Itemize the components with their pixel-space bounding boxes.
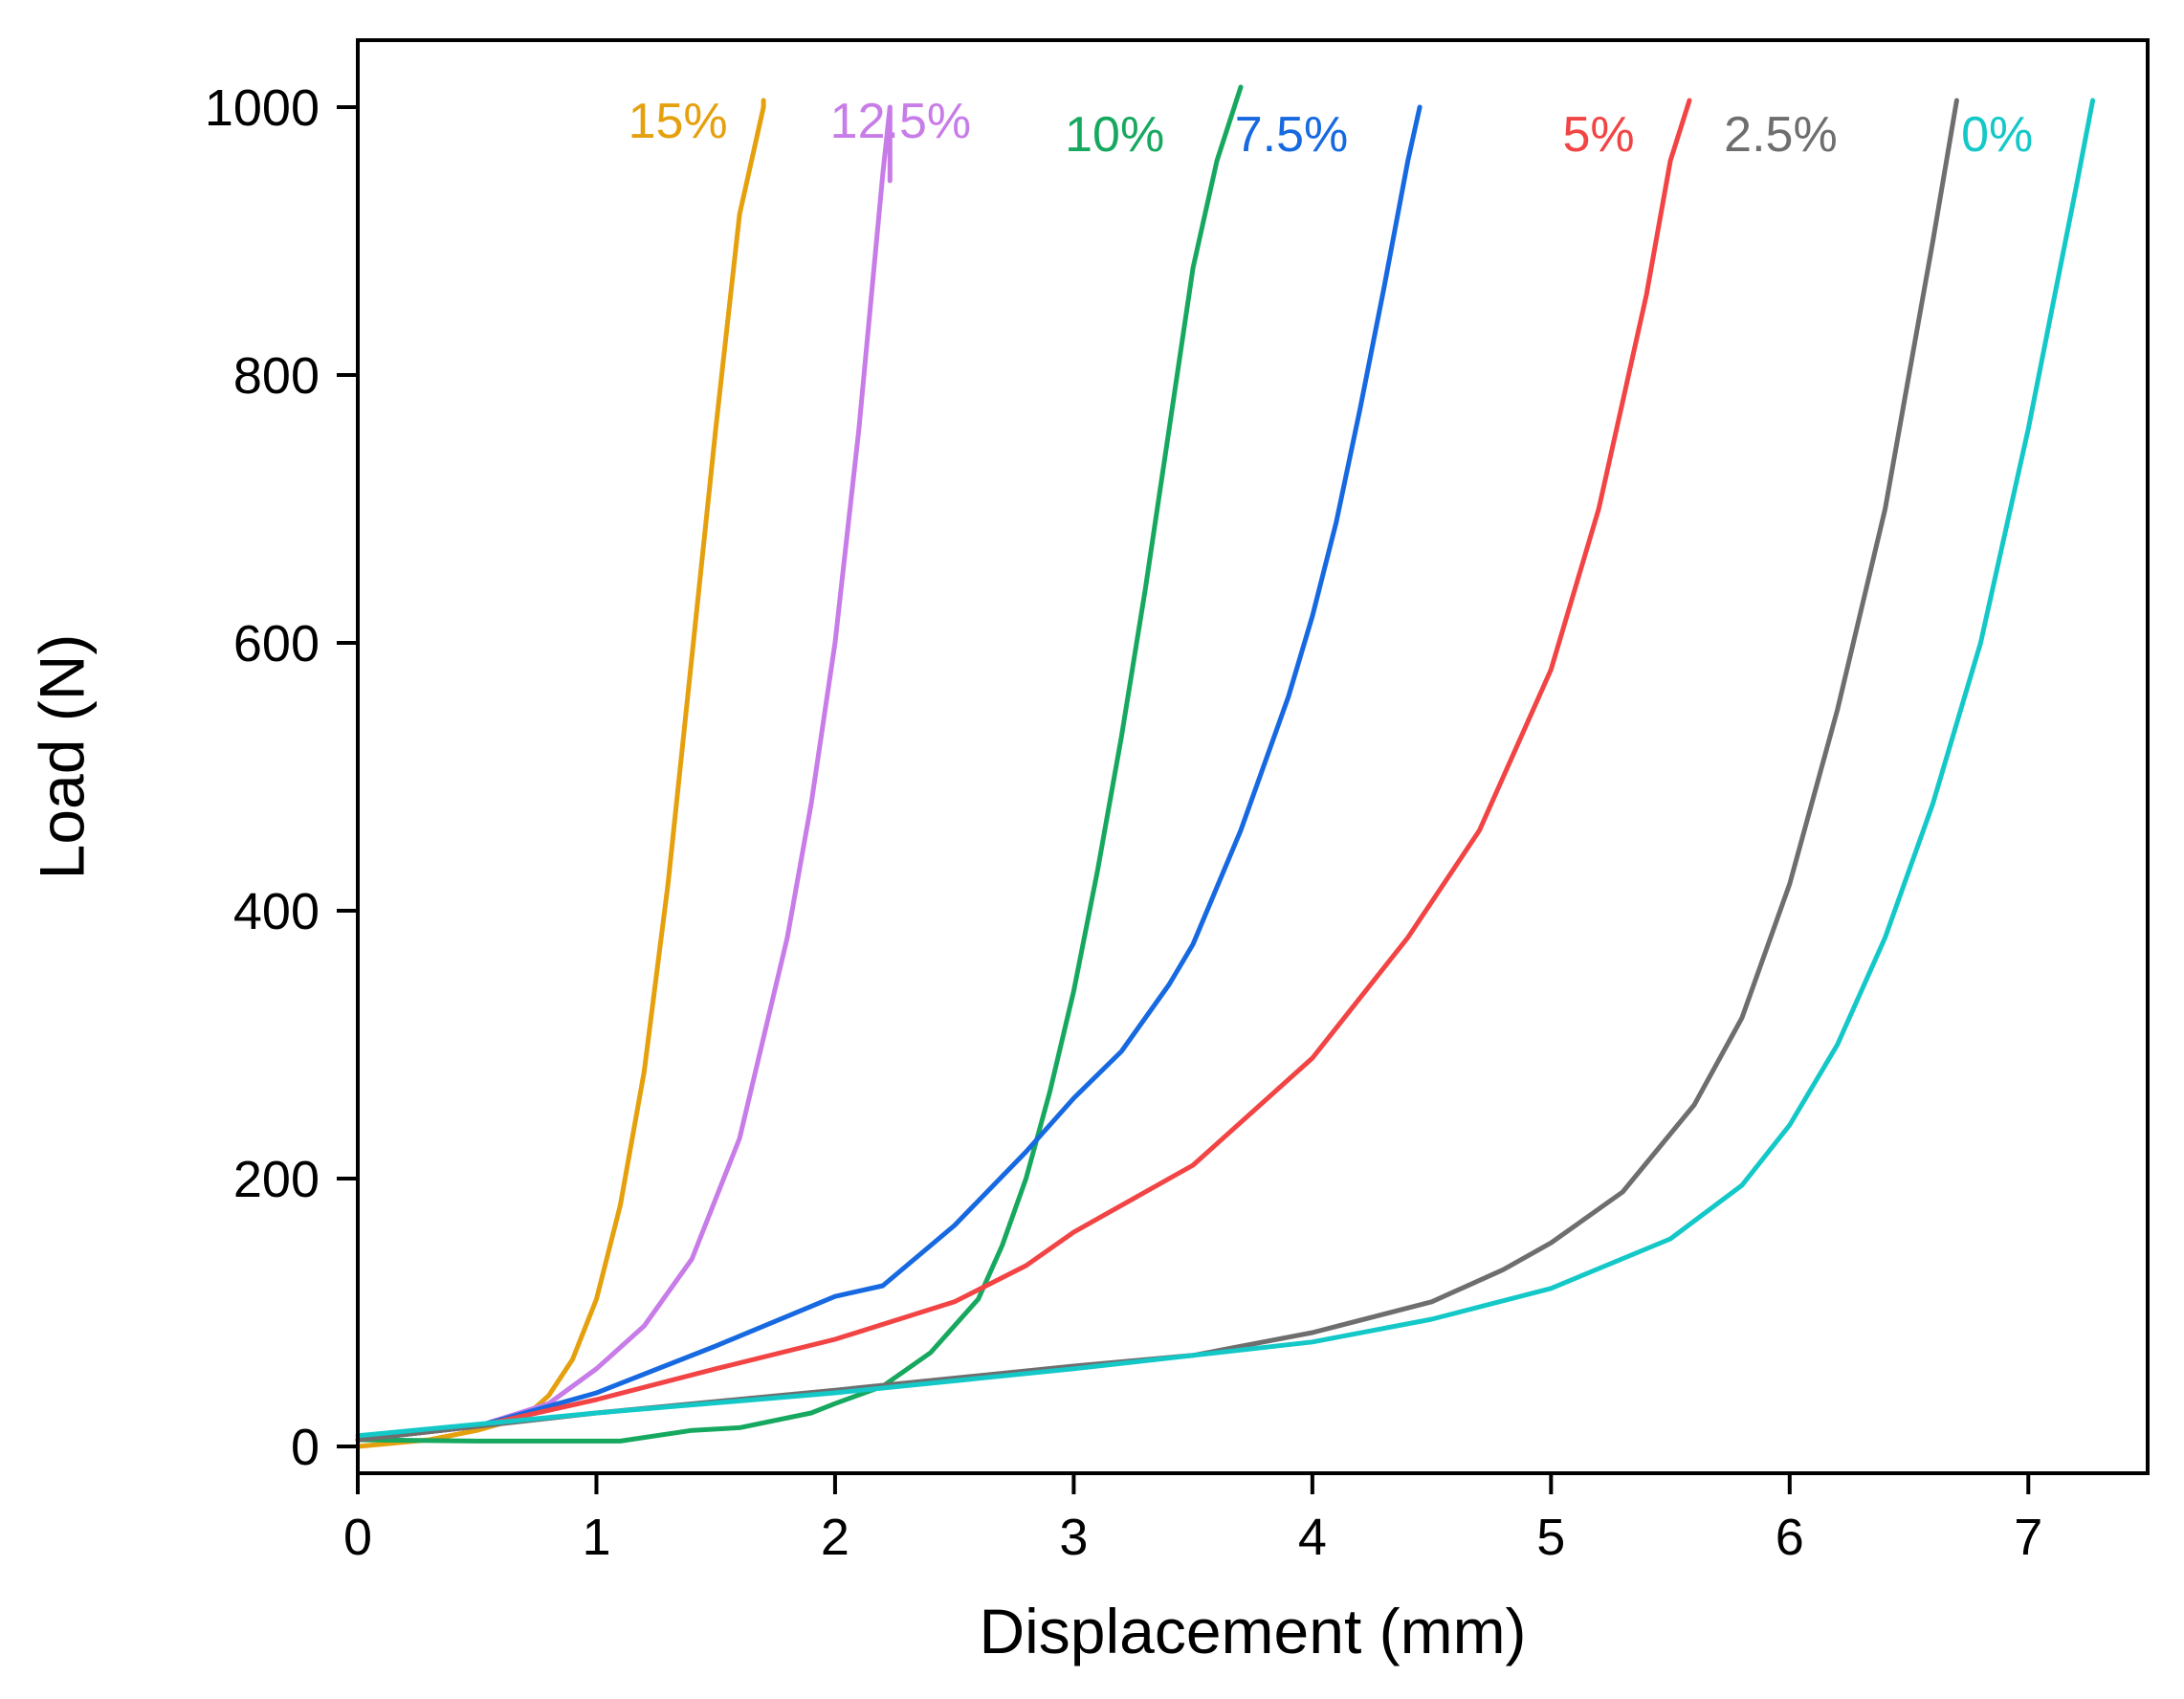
series-label-7-5pct: 7.5% xyxy=(1235,107,1349,163)
series-layer: 15% 12.5% 10% 7.5% 5% 2.5% 0% xyxy=(355,84,2096,1449)
x-axis-title: Displacement (mm) xyxy=(979,1596,1526,1666)
y-tick-label: 200 xyxy=(233,1151,320,1208)
series-line-10pct xyxy=(355,84,1244,1444)
x-tick-label: 1 xyxy=(582,1509,610,1566)
x-tick-label: 0 xyxy=(343,1509,372,1566)
axis-layer: 0 1 2 3 4 5 6 7 0 200 400 600 800 1000 xyxy=(205,79,2042,1566)
series-label-2-5pct: 2.5% xyxy=(1724,107,1838,163)
series-label-0pct: 0% xyxy=(1961,107,2033,163)
x-tick-label: 7 xyxy=(2014,1509,2042,1566)
x-tick-label: 6 xyxy=(1776,1509,1804,1566)
x-tick-label: 2 xyxy=(821,1509,849,1566)
y-tick-label: 600 xyxy=(233,615,320,673)
series-line-7-5pct xyxy=(355,104,1423,1443)
series-line-15pct xyxy=(355,98,766,1449)
series-label-15pct: 15% xyxy=(629,94,728,149)
x-tick-label: 3 xyxy=(1059,1509,1088,1566)
series-line-0pct xyxy=(355,98,2096,1439)
y-tick-label: 800 xyxy=(233,347,320,405)
series-line-12-5pct xyxy=(355,104,893,1443)
series-label-10pct: 10% xyxy=(1065,107,1164,163)
series-line-2-5pct xyxy=(355,98,1959,1443)
series-line-5pct xyxy=(355,98,1692,1443)
plot-frame xyxy=(356,38,2150,1475)
x-tick-label: 5 xyxy=(1536,1509,1565,1566)
series-label-5pct: 5% xyxy=(1562,107,1634,163)
series-label-12-5pct: 12.5% xyxy=(830,94,971,149)
y-tick-label: 1000 xyxy=(205,79,320,137)
x-tick-label: 4 xyxy=(1298,1509,1327,1566)
y-tick-label: 0 xyxy=(291,1419,320,1476)
y-axis-title: Load (N) xyxy=(26,634,97,880)
y-tick-label: 400 xyxy=(233,883,320,940)
